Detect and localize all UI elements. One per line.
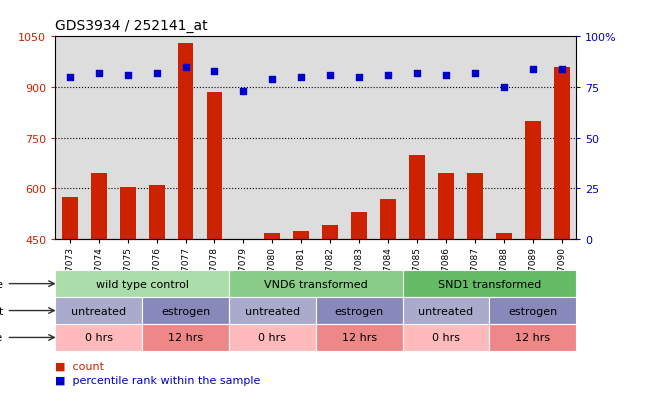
Bar: [525, 121, 541, 240]
Point: [209, 68, 219, 75]
Text: GDS3934 / 252141_at: GDS3934 / 252141_at: [55, 19, 208, 33]
Text: time: time: [0, 332, 3, 343]
Text: cell line: cell line: [0, 279, 3, 289]
Point: [267, 76, 277, 83]
Bar: [496, 233, 512, 240]
Bar: [206, 93, 223, 240]
Bar: [467, 174, 483, 240]
Point: [325, 72, 335, 79]
Bar: [229, 324, 316, 351]
Bar: [409, 155, 425, 240]
Text: 12 hrs: 12 hrs: [515, 332, 550, 343]
Bar: [438, 174, 454, 240]
Text: estrogen: estrogen: [508, 306, 557, 316]
Text: agent: agent: [0, 306, 3, 316]
Text: VND6 transformed: VND6 transformed: [264, 279, 368, 289]
Text: ■  count: ■ count: [55, 361, 104, 370]
Bar: [55, 324, 142, 351]
Bar: [490, 324, 576, 351]
Text: untreated: untreated: [245, 306, 300, 316]
Point: [469, 70, 480, 77]
Point: [441, 72, 451, 79]
Point: [64, 74, 75, 81]
Bar: [62, 197, 77, 240]
Bar: [55, 297, 142, 324]
Text: untreated: untreated: [71, 306, 126, 316]
Point: [499, 84, 509, 91]
Text: 0 hrs: 0 hrs: [85, 332, 113, 343]
Text: 0 hrs: 0 hrs: [258, 332, 286, 343]
Bar: [402, 324, 490, 351]
Text: SND1 transformed: SND1 transformed: [437, 279, 541, 289]
Bar: [178, 44, 193, 240]
Bar: [120, 187, 135, 240]
Point: [180, 64, 191, 71]
Bar: [351, 213, 367, 240]
Bar: [316, 324, 402, 351]
Point: [354, 74, 365, 81]
Bar: [90, 174, 107, 240]
Bar: [490, 297, 576, 324]
Point: [557, 66, 567, 73]
Bar: [142, 297, 229, 324]
Text: 0 hrs: 0 hrs: [432, 332, 460, 343]
Bar: [55, 271, 229, 297]
Text: estrogen: estrogen: [161, 306, 210, 316]
Point: [527, 66, 538, 73]
Point: [122, 72, 133, 79]
Bar: [380, 200, 396, 240]
Text: estrogen: estrogen: [335, 306, 383, 316]
Bar: [322, 225, 338, 240]
Point: [94, 70, 104, 77]
Bar: [264, 233, 281, 240]
Text: untreated: untreated: [419, 306, 473, 316]
Bar: [294, 232, 309, 240]
Text: ■  percentile rank within the sample: ■ percentile rank within the sample: [55, 375, 260, 385]
Bar: [229, 297, 316, 324]
Point: [383, 72, 393, 79]
Point: [412, 70, 422, 77]
Text: 12 hrs: 12 hrs: [168, 332, 203, 343]
Point: [152, 70, 162, 77]
Text: 12 hrs: 12 hrs: [342, 332, 377, 343]
Bar: [554, 67, 570, 240]
Bar: [229, 271, 402, 297]
Bar: [142, 324, 229, 351]
Point: [238, 88, 249, 95]
Bar: [402, 271, 576, 297]
Bar: [148, 185, 165, 240]
Text: wild type control: wild type control: [96, 279, 189, 289]
Bar: [402, 297, 490, 324]
Point: [296, 74, 307, 81]
Bar: [316, 297, 402, 324]
